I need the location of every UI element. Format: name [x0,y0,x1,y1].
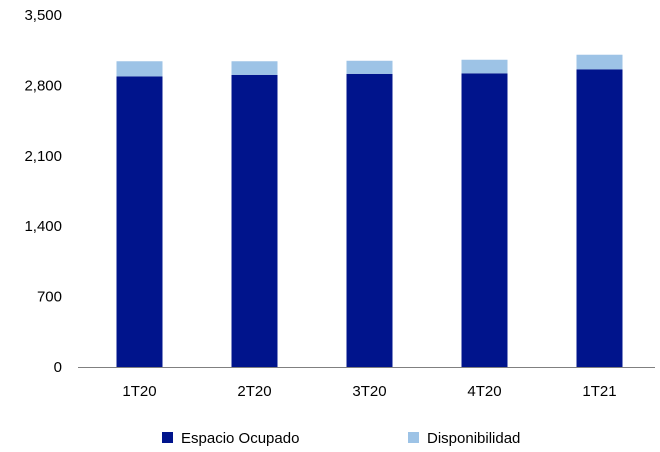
legend-label: Espacio Ocupado [181,430,299,447]
x-tick-label: 4T20 [467,383,501,400]
legend-swatch [408,432,419,443]
bar-espacio-ocupado [576,69,623,368]
y-tick-label: 3,500 [24,7,62,24]
legend-label: Disponibilidad [427,430,520,447]
legend-swatch [162,432,173,443]
y-tick-label: 700 [37,289,62,306]
bar-espacio-ocupado [116,76,163,367]
bar-disponibilidad [576,54,623,70]
y-tick-label: 1,400 [24,218,62,235]
bar-espacio-ocupado [346,73,393,367]
x-tick-label: 1T21 [582,383,616,400]
y-axis: 0 700 1,400 2,100 2,800 3,500 [24,7,62,376]
x-tick-label: 1T20 [122,383,156,400]
bar-espacio-ocupado [461,73,508,368]
x-axis: 1T20 2T20 3T20 4T20 1T21 [122,383,616,400]
x-tick-label: 2T20 [237,383,271,400]
bar-disponibilidad [461,59,508,74]
x-tick-label: 3T20 [352,383,386,400]
bar-disponibilidad [346,60,393,74]
y-tick-label: 2,800 [24,77,62,94]
legend-item: Disponibilidad [408,430,520,447]
y-tick-label: 2,100 [24,148,62,165]
bar-disponibilidad [231,61,278,75]
bars [116,54,623,368]
legend-item: Espacio Ocupado [162,430,299,447]
bar-espacio-ocupado [231,74,278,367]
legend: Espacio Ocupado Disponibilidad [162,430,520,447]
bar-disponibilidad [116,61,163,77]
y-tick-label: 0 [54,359,62,376]
